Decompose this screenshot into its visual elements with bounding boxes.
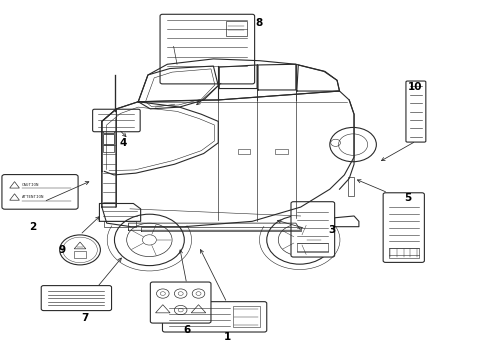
- FancyBboxPatch shape: [382, 193, 424, 262]
- Text: 4: 4: [120, 138, 127, 148]
- Text: 5: 5: [403, 193, 410, 203]
- Text: 9: 9: [59, 245, 65, 255]
- Text: 3: 3: [328, 225, 335, 235]
- Bar: [232, 306, 260, 327]
- Bar: [103, 145, 114, 152]
- FancyBboxPatch shape: [405, 81, 425, 142]
- Text: ATTENTION: ATTENTION: [22, 195, 44, 199]
- Bar: [275, 149, 287, 154]
- FancyBboxPatch shape: [41, 286, 111, 311]
- Bar: [165, 61, 211, 75]
- FancyBboxPatch shape: [2, 175, 78, 209]
- FancyBboxPatch shape: [160, 14, 254, 84]
- FancyBboxPatch shape: [150, 282, 211, 323]
- Bar: [348, 177, 353, 196]
- Bar: [225, 21, 247, 36]
- FancyBboxPatch shape: [290, 202, 334, 257]
- Bar: [103, 134, 114, 144]
- Bar: [297, 243, 328, 252]
- Bar: [104, 221, 136, 227]
- Text: 2: 2: [30, 222, 36, 232]
- Bar: [237, 149, 249, 154]
- Text: CAUTION: CAUTION: [22, 183, 39, 187]
- Text: 7: 7: [81, 313, 89, 323]
- FancyBboxPatch shape: [92, 109, 140, 132]
- Bar: [388, 248, 418, 258]
- Bar: [74, 251, 86, 258]
- Text: 6: 6: [183, 325, 190, 335]
- Text: 8: 8: [256, 18, 262, 28]
- Text: 1: 1: [223, 332, 230, 342]
- Bar: [103, 123, 114, 133]
- FancyBboxPatch shape: [162, 302, 266, 332]
- Text: 10: 10: [407, 82, 421, 92]
